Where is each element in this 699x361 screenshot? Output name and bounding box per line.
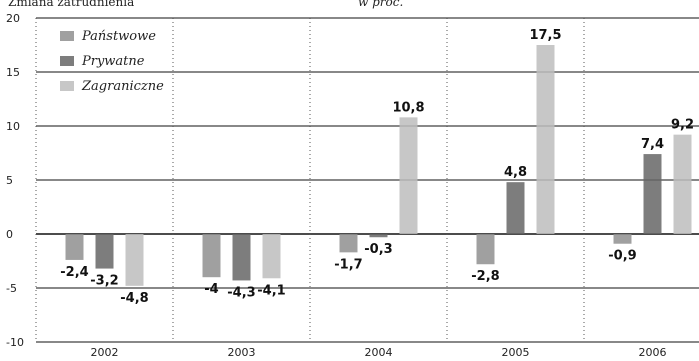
bar-value-label: -1,7	[334, 257, 362, 272]
legend-swatch	[60, 81, 74, 91]
bars: -2,4-3,2-4,8 -4 -4,3 -4,1 -1,7-0,3 10,8 -2,8 4,…	[60, 28, 694, 306]
bar-value-label: -4,1	[257, 283, 285, 298]
bar-value-label: -2,4	[60, 265, 88, 280]
y-tick-label: -10	[6, 336, 24, 349]
bar	[399, 117, 418, 234]
gridlines	[35, 17, 699, 343]
bar-value-label: -0,9	[608, 249, 636, 264]
legend-swatch	[60, 31, 74, 41]
bar-value-label: 7,4	[641, 137, 664, 152]
legend-label: Prywatne	[81, 54, 145, 69]
x-tick-label: 2004	[365, 346, 393, 359]
bar-value-label: 17,5	[529, 28, 561, 43]
bar	[262, 234, 281, 279]
bar-value-label: -4	[204, 282, 218, 297]
bar-value-label: 4,8	[504, 165, 527, 180]
bar-value-label: -4,3	[227, 285, 255, 300]
x-tick-label: 2002	[91, 346, 119, 359]
x-tick-label: 2006	[639, 346, 667, 359]
bar-value-label: -0,3	[364, 242, 392, 257]
y-tick-label: 0	[6, 228, 13, 241]
bar	[506, 182, 525, 234]
bar	[202, 234, 221, 278]
bar	[95, 234, 114, 269]
bar	[339, 234, 358, 253]
bar	[232, 234, 251, 281]
y-axis-ticks: 20 15 10 5 0 -5 -10	[6, 12, 24, 349]
y-tick-label: 10	[6, 120, 20, 133]
bar-value-label: -2,8	[471, 269, 499, 284]
legend: Państwowe Prywatne Zagraniczne	[60, 29, 164, 94]
legend-swatch	[60, 56, 74, 66]
bar	[65, 234, 84, 260]
chart-header: Zmiana zatrudnienia w proc.	[8, 0, 403, 9]
bar	[613, 234, 632, 244]
chart-title: Zmiana zatrudnienia	[8, 0, 134, 9]
bar	[125, 234, 144, 286]
x-tick-label: 2003	[228, 346, 256, 359]
bar	[673, 134, 692, 234]
chart-subtitle: w proc.	[358, 0, 403, 9]
bar-value-label: -4,8	[120, 291, 148, 306]
y-tick-label: 20	[6, 12, 20, 25]
y-tick-label: -5	[6, 282, 17, 295]
y-tick-label: 5	[6, 174, 13, 187]
bar-value-label: 10,8	[392, 100, 424, 115]
x-axis-ticks: 2002 2003 2004 2005 2006	[91, 346, 667, 359]
bar	[643, 154, 662, 234]
legend-label: Państwowe	[81, 29, 156, 44]
bar	[476, 234, 495, 265]
y-tick-label: 15	[6, 66, 20, 79]
bar	[369, 234, 388, 238]
bar-value-label: -3,2	[90, 274, 118, 289]
bar-value-label: 9,2	[671, 118, 694, 133]
bar	[536, 45, 555, 234]
legend-label: Zagraniczne	[81, 79, 164, 94]
x-tick-label: 2005	[502, 346, 530, 359]
